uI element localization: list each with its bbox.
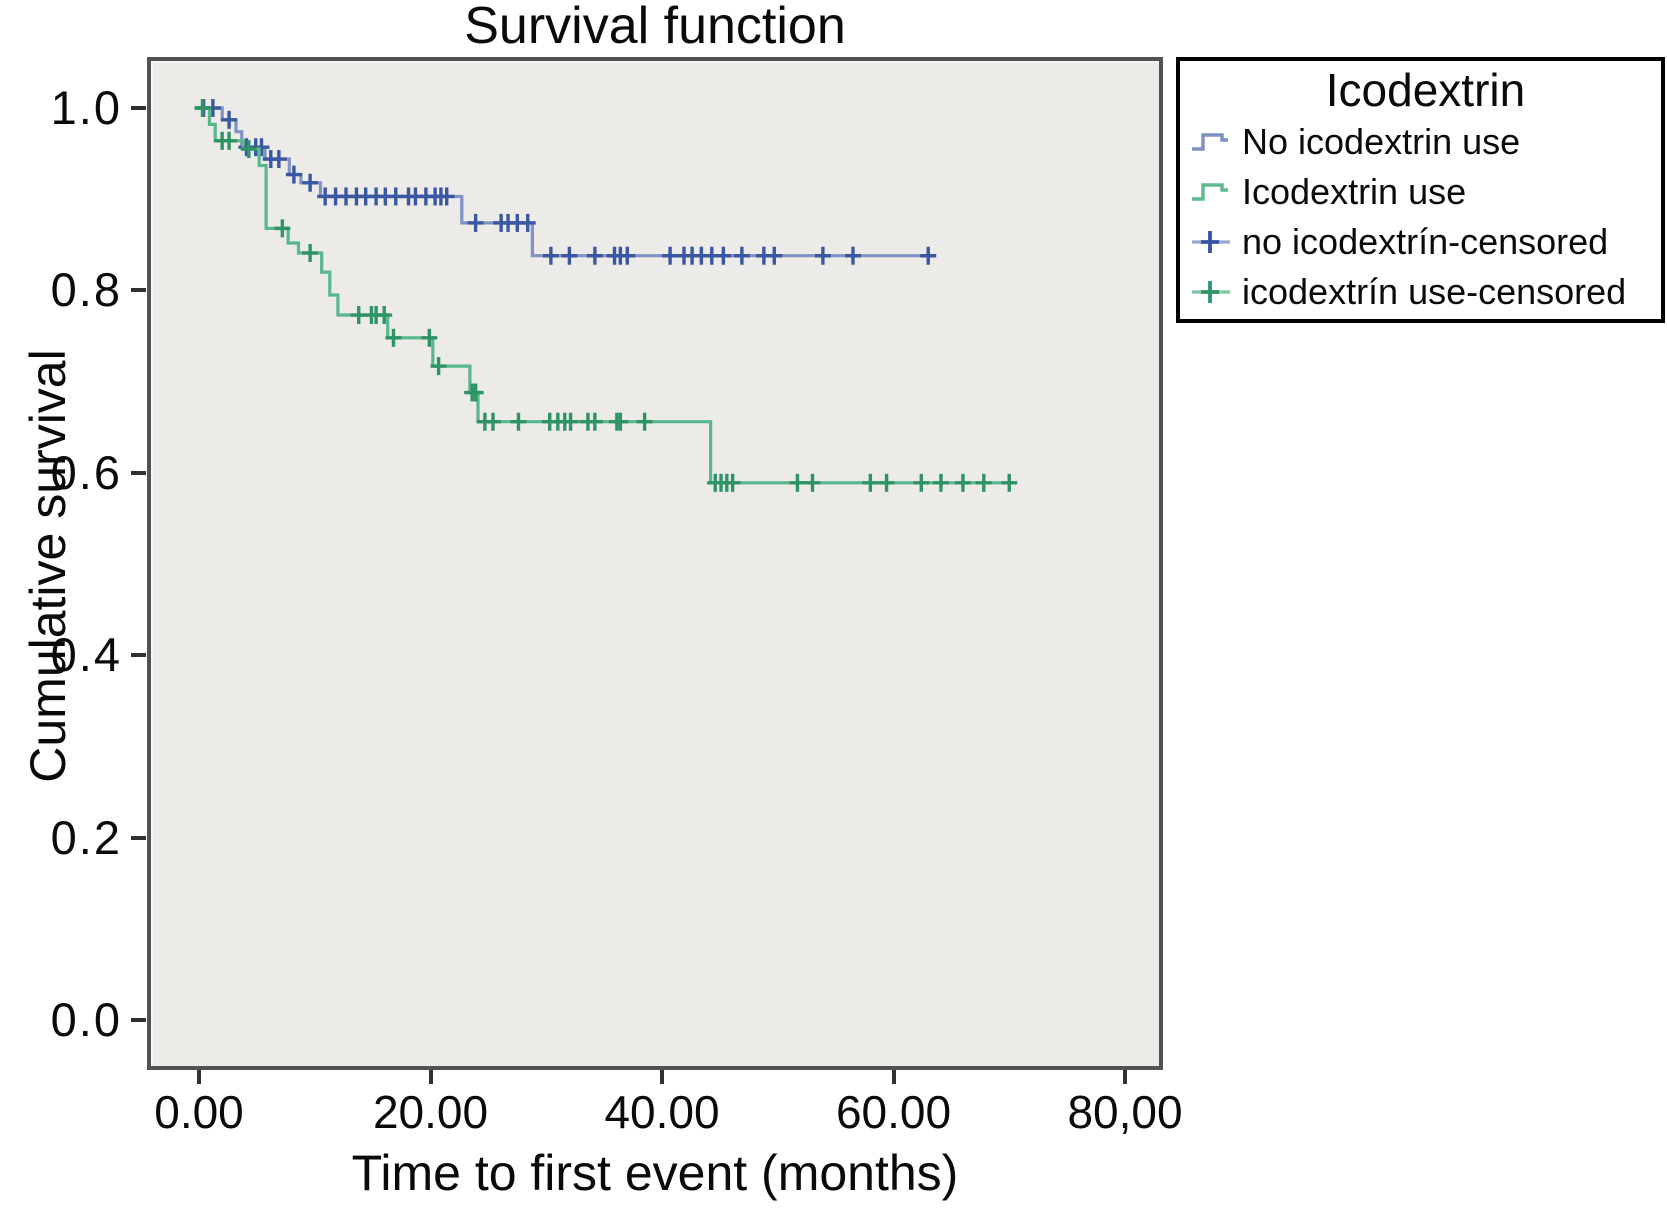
- icodextrin-use-curve: [199, 106, 1015, 485]
- x-axis-label: Time to first event (months): [351, 1145, 959, 1201]
- plus-marker-icon: [1192, 281, 1230, 303]
- no-icodextrin-curve: [199, 106, 932, 258]
- legend: Icodextrin No icodextrin use Icodextrin u…: [1176, 57, 1665, 323]
- legend-item: icodextrín use-censored: [1190, 267, 1661, 317]
- y-axis-label: Cumulative survival: [20, 349, 76, 783]
- y-tick-label: 0.2: [50, 810, 122, 864]
- y-tick-label: 0.6: [50, 445, 122, 499]
- x-tick-label: 20.00: [372, 1086, 489, 1138]
- legend-item-label: Icodextrin use: [1242, 171, 1467, 212]
- step-line-icon: [1192, 183, 1228, 201]
- step-line-icon: [1192, 133, 1228, 151]
- x-tick-mark: [891, 1070, 896, 1084]
- y-tick-label: 1.0: [50, 81, 122, 134]
- legend-item-label: no icodextrín-censored: [1242, 221, 1609, 262]
- y-tick-label: 0.0: [50, 993, 122, 1046]
- plus-marker-icon: [1192, 231, 1230, 253]
- y-tick-mark: [131, 653, 146, 658]
- y-tick-label: 0.8: [50, 263, 122, 317]
- x-tick-label: 0.00: [154, 1086, 244, 1138]
- no-icodextrin-censor-marks: [195, 99, 937, 265]
- legend-item: Icodextrin use: [1190, 167, 1661, 217]
- y-tick-mark: [131, 835, 146, 840]
- x-tick-mark: [428, 1070, 433, 1084]
- y-tick-label: 0.4: [50, 628, 122, 682]
- x-tick-mark: [1123, 1070, 1127, 1084]
- y-tick-mark: [131, 288, 146, 293]
- legend-item-label: icodextrín use-censored: [1242, 271, 1627, 312]
- legend-item: No icodextrin use: [1190, 117, 1661, 167]
- x-tick-label: 80,00: [1067, 1086, 1183, 1138]
- legend-item-label: No icodextrin use: [1242, 121, 1521, 162]
- x-tick-mark: [197, 1070, 201, 1084]
- x-tick-label: 40.00: [604, 1086, 720, 1138]
- x-tick-label: 60.00: [835, 1086, 952, 1138]
- y-tick-mark: [131, 106, 146, 110]
- icodextrin-use-censor-marks: [194, 99, 1018, 492]
- y-tick-mark: [131, 1018, 146, 1022]
- y-tick-mark: [131, 470, 146, 475]
- plot-area: [147, 57, 1163, 1070]
- legend-title: Icodextrin: [1325, 64, 1526, 116]
- x-tick-mark: [660, 1070, 664, 1084]
- chart-title: Survival function: [464, 0, 846, 55]
- legend-item: no icodextrín-censored: [1190, 217, 1661, 267]
- legend-items: No icodextrin use Icodextrin use no icodex…: [1190, 117, 1661, 317]
- survival-curves: [194, 99, 1018, 492]
